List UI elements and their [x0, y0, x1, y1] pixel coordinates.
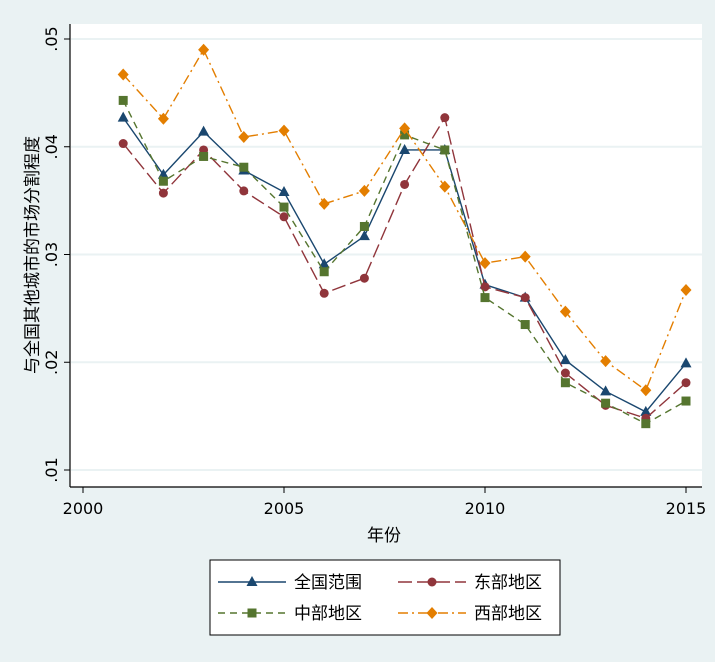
- data-point-triangle: [278, 186, 290, 197]
- data-point-circle: [520, 293, 530, 303]
- data-point-triangle: [198, 125, 210, 136]
- legend-label: 中部地区: [294, 604, 362, 624]
- legend-marker-diamond: [426, 607, 438, 619]
- data-point-triangle: [358, 230, 370, 241]
- data-point-square: [319, 267, 329, 277]
- data-point-square: [199, 151, 209, 161]
- series-line: [122, 48, 687, 392]
- data-point-circle: [319, 288, 329, 298]
- data-point-square: [440, 145, 450, 155]
- legend-marker-square: [247, 608, 257, 618]
- data-point-square: [520, 320, 530, 330]
- x-tick-label: 2000: [63, 499, 104, 518]
- y-tick-label: .04: [42, 134, 61, 159]
- data-point-triangle: [117, 111, 129, 122]
- data-point-square: [560, 378, 570, 388]
- data-point-diamond: [479, 257, 491, 270]
- data-point-diamond: [318, 197, 330, 210]
- data-point-diamond: [157, 112, 169, 125]
- y-tick-label: .01: [42, 457, 61, 482]
- data-point-square: [239, 162, 249, 172]
- data-point-circle: [239, 186, 249, 196]
- data-point-circle: [359, 273, 369, 283]
- series-4: [117, 43, 692, 397]
- data-point-square: [359, 221, 369, 231]
- data-point-diamond: [439, 180, 451, 193]
- data-point-diamond: [278, 124, 290, 137]
- data-point-square: [158, 176, 168, 186]
- data-point-square: [400, 130, 410, 140]
- data-point-diamond: [358, 184, 370, 197]
- data-point-triangle: [600, 385, 612, 396]
- data-point-triangle: [399, 143, 411, 154]
- data-point-diamond: [399, 122, 411, 135]
- legend-label: 西部地区: [474, 604, 542, 624]
- data-point-circle: [440, 113, 450, 123]
- data-point-circle: [279, 212, 289, 222]
- x-tick-label: 2005: [264, 499, 305, 518]
- data-point-circle: [681, 378, 691, 388]
- legend-marker-circle: [427, 577, 437, 587]
- data-point-triangle: [640, 405, 652, 416]
- y-tick-label: .05: [42, 26, 61, 51]
- x-tick-label: 2010: [465, 499, 506, 518]
- x-axis-label: 年份: [367, 526, 401, 546]
- data-point-circle: [560, 368, 570, 378]
- data-point-square: [681, 396, 691, 406]
- data-point-triangle: [318, 258, 330, 269]
- data-point-diamond: [640, 384, 652, 397]
- series-3: [118, 95, 691, 429]
- data-point-circle: [400, 179, 410, 189]
- y-tick-label: .03: [42, 242, 61, 267]
- x-tick-label: 2015: [666, 499, 707, 518]
- data-point-square: [118, 95, 128, 105]
- data-point-circle: [158, 188, 168, 198]
- legend-label: 全国范围: [294, 573, 362, 593]
- data-point-circle: [480, 282, 490, 292]
- data-point-square: [601, 398, 611, 408]
- legend-label: 东部地区: [474, 573, 542, 593]
- data-point-diamond: [559, 305, 571, 318]
- data-point-diamond: [519, 250, 531, 263]
- data-point-triangle: [680, 357, 692, 368]
- legend-marker-triangle: [246, 576, 258, 586]
- data-point-square: [279, 202, 289, 212]
- data-point-diamond: [198, 43, 210, 56]
- data-point-diamond: [238, 131, 250, 144]
- data-point-triangle: [559, 354, 571, 365]
- y-tick-label: .02: [42, 350, 61, 375]
- y-axis-label: 与全国其他城市的市场分割程度: [23, 136, 43, 374]
- data-point-square: [480, 293, 490, 303]
- data-point-diamond: [117, 68, 129, 81]
- data-point-diamond: [600, 355, 612, 368]
- data-point-square: [641, 419, 651, 429]
- data-point-circle: [118, 139, 128, 149]
- data-point-diamond: [680, 284, 692, 297]
